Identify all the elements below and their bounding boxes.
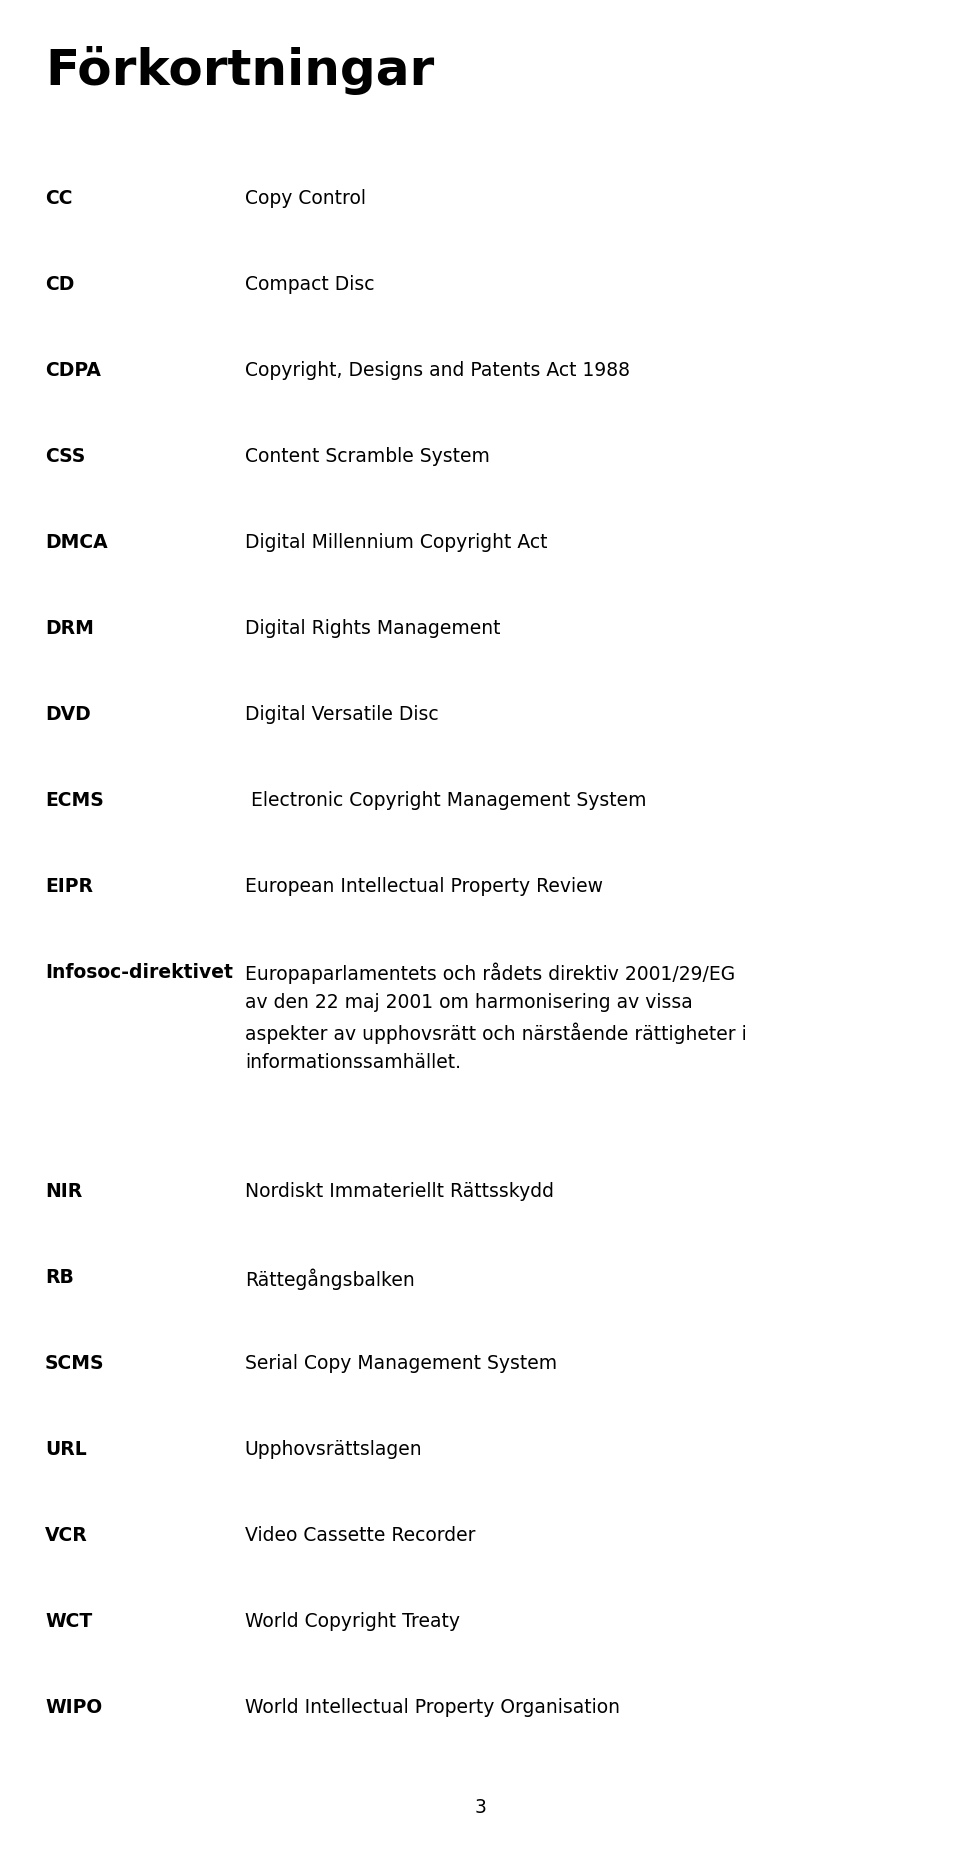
Text: Electronic Copyright Management System: Electronic Copyright Management System: [245, 790, 646, 810]
Text: URL: URL: [45, 1439, 86, 1460]
Text: World Intellectual Property Organisation: World Intellectual Property Organisation: [245, 1698, 620, 1717]
Text: VCR: VCR: [45, 1526, 88, 1545]
Text: SCMS: SCMS: [45, 1354, 105, 1373]
Text: Digital Versatile Disc: Digital Versatile Disc: [245, 705, 439, 723]
Text: Content Scramble System: Content Scramble System: [245, 446, 490, 466]
Text: Video Cassette Recorder: Video Cassette Recorder: [245, 1526, 475, 1545]
Text: NIR: NIR: [45, 1182, 83, 1201]
Text: Compact Disc: Compact Disc: [245, 274, 374, 294]
Text: ECMS: ECMS: [45, 790, 104, 810]
Text: DVD: DVD: [45, 705, 91, 723]
Text: Infosoc-direktivet: Infosoc-direktivet: [45, 962, 233, 982]
Text: Digital Millennium Copyright Act: Digital Millennium Copyright Act: [245, 533, 547, 551]
Text: EIPR: EIPR: [45, 877, 93, 895]
Text: CC: CC: [45, 189, 73, 207]
Text: 3: 3: [474, 1798, 486, 1817]
Text: Nordiskt Immateriellt Rättsskydd: Nordiskt Immateriellt Rättsskydd: [245, 1182, 554, 1201]
Text: World Copyright Treaty: World Copyright Treaty: [245, 1611, 460, 1632]
Text: Copyright, Designs and Patents Act 1988: Copyright, Designs and Patents Act 1988: [245, 361, 630, 379]
Text: Europaparlamentets och rådets direktiv 2001/29/EG
av den 22 maj 2001 om harmonis: Europaparlamentets och rådets direktiv 2…: [245, 962, 747, 1073]
Text: Förkortningar: Förkortningar: [45, 46, 434, 94]
Text: Serial Copy Management System: Serial Copy Management System: [245, 1354, 557, 1373]
Text: CD: CD: [45, 274, 75, 294]
Text: CSS: CSS: [45, 446, 85, 466]
Text: Copy Control: Copy Control: [245, 189, 366, 207]
Text: WCT: WCT: [45, 1611, 92, 1632]
Text: European Intellectual Property Review: European Intellectual Property Review: [245, 877, 603, 895]
Text: Rättegångsbalken: Rättegångsbalken: [245, 1267, 415, 1289]
Text: CDPA: CDPA: [45, 361, 101, 379]
Text: WIPO: WIPO: [45, 1698, 103, 1717]
Text: Digital Rights Management: Digital Rights Management: [245, 618, 500, 638]
Text: Upphovsrättslagen: Upphovsrättslagen: [245, 1439, 422, 1460]
Text: DRM: DRM: [45, 618, 94, 638]
Text: DMCA: DMCA: [45, 533, 108, 551]
Text: RB: RB: [45, 1267, 74, 1288]
